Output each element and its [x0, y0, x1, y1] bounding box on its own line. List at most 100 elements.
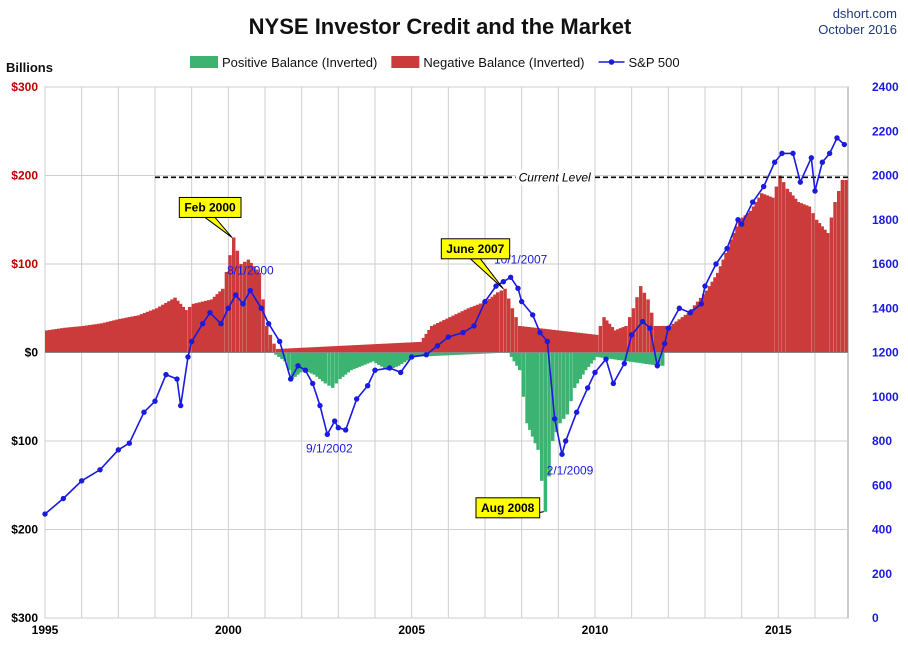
negative-balance-bar	[309, 347, 313, 353]
negative-balance-bar	[361, 344, 365, 353]
negative-balance-bar	[713, 277, 717, 353]
callout-text: Feb 2000	[184, 200, 236, 214]
negative-balance-bar	[210, 299, 214, 353]
negative-balance-bar	[762, 194, 767, 353]
negative-balance-bar	[705, 290, 709, 353]
callout-text: Aug 2008	[481, 501, 535, 515]
positive-balance-bar	[540, 352, 544, 481]
negative-balance-bar	[771, 197, 775, 353]
sp500-point	[324, 431, 331, 438]
positive-balance-bar	[647, 352, 652, 365]
negative-balance-bar	[778, 175, 782, 353]
negative-balance-bar	[718, 266, 723, 353]
sp500-point	[302, 367, 309, 373]
negative-balance-bar	[124, 317, 128, 353]
negative-balance-bar	[457, 312, 461, 353]
callout-text: June 2007	[446, 242, 504, 256]
positive-balance-bar	[274, 352, 278, 355]
sp500-point	[199, 321, 206, 327]
positive-balance-bar	[575, 352, 580, 384]
negative-balance-bar	[200, 301, 205, 353]
negative-balance-bar	[291, 348, 295, 353]
positive-balance-bar	[584, 352, 588, 371]
negative-balance-bar	[342, 345, 347, 353]
negative-balance-bar	[820, 226, 824, 353]
negative-balance-bar	[181, 306, 186, 353]
sp500-point	[247, 287, 254, 294]
negative-balance-bar	[127, 317, 131, 353]
negative-balance-bar	[96, 323, 101, 353]
negative-balance-bar	[466, 308, 471, 353]
positive-balance-bar	[312, 352, 317, 375]
positive-balance-bar	[470, 352, 474, 355]
right-tick-label: 2400	[872, 80, 899, 94]
legend-sp500-marker	[608, 59, 615, 65]
negative-balance-bar	[106, 321, 110, 353]
negative-balance-bar	[294, 348, 298, 353]
negative-balance-bar	[582, 333, 587, 353]
negative-balance-bar	[194, 303, 199, 353]
x-tick-label: 2005	[398, 623, 425, 637]
negative-balance-bar	[246, 259, 251, 353]
negative-balance-bar	[66, 327, 70, 353]
sp500-point	[185, 354, 191, 360]
sp500-point	[42, 511, 48, 517]
negative-balance-bar	[757, 197, 761, 353]
positive-balance-bar	[543, 352, 548, 512]
sp500-point	[628, 332, 635, 338]
positive-balance-bar	[454, 352, 459, 355]
negative-balance-bar	[635, 297, 639, 353]
positive-balance-bar	[280, 352, 284, 360]
date-label: 8/1/2000	[227, 264, 274, 278]
positive-balance-bar	[623, 352, 627, 361]
sp500-point	[364, 382, 371, 389]
positive-balance-bar	[629, 352, 633, 362]
negative-balance-bar	[487, 298, 492, 353]
negative-balance-bar	[478, 303, 483, 353]
negative-balance-bar	[433, 324, 437, 353]
right-tick-label: 1200	[872, 346, 899, 360]
positive-balance-bar	[414, 352, 419, 357]
positive-balance-bar	[354, 352, 359, 368]
negative-balance-bar	[330, 346, 335, 353]
negative-balance-bar	[724, 252, 728, 353]
sp500-point	[177, 402, 184, 409]
negative-balance-bar	[333, 346, 338, 353]
positive-balance-bar	[569, 352, 573, 402]
positive-balance-bar	[402, 352, 407, 363]
positive-balance-bar	[578, 352, 582, 380]
negative-balance-bar	[268, 334, 273, 353]
sp500-point	[749, 199, 756, 205]
positive-balance-bar	[405, 352, 410, 361]
negative-balance-bar	[662, 325, 666, 353]
negative-balance-bar	[701, 294, 706, 353]
sp500-point	[188, 338, 195, 345]
positive-balance-bar	[512, 352, 516, 362]
sp500-point	[647, 325, 653, 331]
negative-balance-bar	[394, 343, 399, 353]
negative-balance-bar	[235, 250, 240, 353]
positive-balance-bar	[565, 352, 570, 415]
sp500-point	[702, 283, 708, 289]
negative-balance-bar	[510, 308, 515, 353]
sp500-point	[265, 321, 272, 327]
callout: June 2007	[440, 238, 511, 290]
negative-balance-bar	[312, 347, 316, 353]
negative-balance-bar	[751, 206, 756, 353]
sp500-point	[603, 356, 609, 362]
x-tick-label: 1995	[32, 623, 59, 637]
negative-balance-bar	[321, 346, 326, 353]
negative-balance-bar	[339, 345, 344, 353]
negative-balance-bar	[811, 213, 815, 353]
sp500-point	[500, 279, 507, 285]
negative-balance-bar	[668, 325, 672, 353]
negative-balance-bar	[252, 266, 256, 353]
negative-balance-bar	[136, 315, 141, 353]
positive-balance-bar	[371, 352, 375, 362]
sp500-point	[735, 217, 741, 223]
negative-balance-bar	[370, 344, 374, 353]
positive-balance-bar	[307, 352, 311, 373]
negative-balance-bar	[656, 325, 661, 353]
callout-box	[475, 497, 541, 519]
